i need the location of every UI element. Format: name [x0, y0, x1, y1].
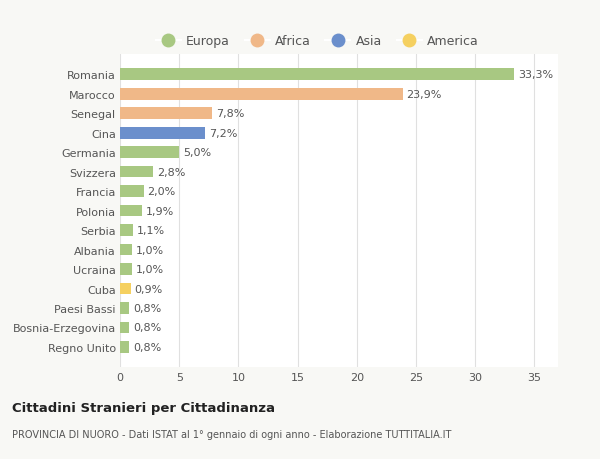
Text: 7,2%: 7,2% — [209, 129, 237, 139]
Bar — [120, 263, 132, 275]
Text: 1,1%: 1,1% — [137, 225, 164, 235]
Text: 2,8%: 2,8% — [157, 167, 185, 177]
Text: Cittadini Stranieri per Cittadinanza: Cittadini Stranieri per Cittadinanza — [12, 402, 275, 414]
Text: 0,8%: 0,8% — [133, 303, 161, 313]
Text: 2,0%: 2,0% — [147, 187, 175, 197]
Bar — [120, 108, 212, 120]
Text: 5,0%: 5,0% — [183, 148, 211, 158]
Text: 23,9%: 23,9% — [406, 90, 442, 100]
Bar — [120, 341, 130, 353]
Bar — [120, 302, 130, 314]
Text: 0,9%: 0,9% — [134, 284, 163, 294]
Bar — [120, 244, 132, 256]
Text: 1,0%: 1,0% — [136, 264, 164, 274]
Text: 1,0%: 1,0% — [136, 245, 164, 255]
Text: 33,3%: 33,3% — [518, 70, 553, 80]
Text: PROVINCIA DI NUORO - Dati ISTAT al 1° gennaio di ogni anno - Elaborazione TUTTIT: PROVINCIA DI NUORO - Dati ISTAT al 1° ge… — [12, 429, 451, 439]
Bar — [120, 186, 143, 197]
Bar — [120, 225, 133, 236]
Text: 0,8%: 0,8% — [133, 323, 161, 333]
Bar — [120, 147, 179, 159]
Bar — [120, 322, 130, 334]
Text: 7,8%: 7,8% — [216, 109, 244, 119]
Bar — [120, 89, 403, 101]
Bar — [120, 167, 153, 178]
Text: 0,8%: 0,8% — [133, 342, 161, 352]
Bar — [120, 128, 205, 139]
Bar — [120, 69, 514, 81]
Legend: Europa, Africa, Asia, America: Europa, Africa, Asia, America — [151, 30, 484, 53]
Text: 1,9%: 1,9% — [146, 206, 174, 216]
Bar — [120, 205, 142, 217]
Bar — [120, 283, 131, 295]
